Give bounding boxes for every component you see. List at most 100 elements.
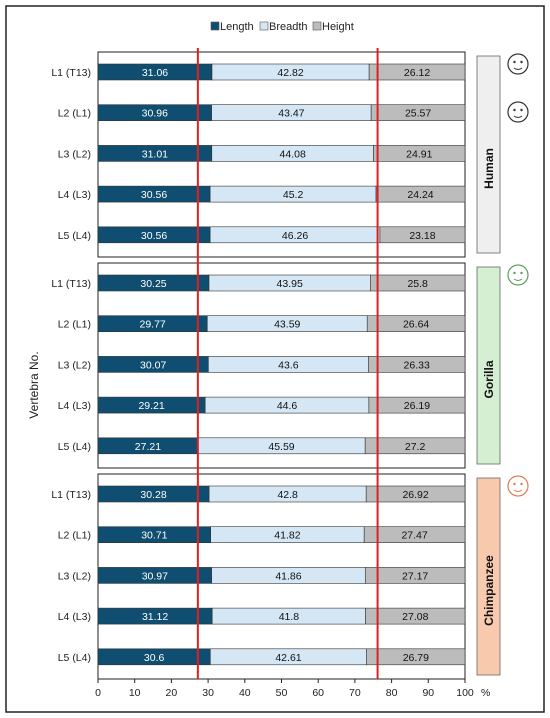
bar-height bbox=[379, 226, 466, 244]
bar-height bbox=[373, 145, 466, 162]
panel-gorilla: Gorilla L1 (T13) 30.25 43.95 25.8 L2 (L1) 29.7… bbox=[51, 262, 529, 469]
bar-row: L2 (L1) 30.71 41.82 27.47 bbox=[58, 526, 466, 544]
x-tick-label: 0 bbox=[95, 687, 101, 699]
data-label-height: 27.08 bbox=[402, 611, 428, 623]
legend-swatch-length bbox=[210, 21, 220, 31]
x-tick-label: 90 bbox=[422, 687, 434, 699]
legend: Length Breadth Height bbox=[210, 21, 354, 33]
bar-height bbox=[368, 356, 466, 373]
data-label-height: 26.12 bbox=[404, 67, 430, 79]
data-label-breadth: 42.61 bbox=[275, 652, 301, 664]
gorilla-face-icon bbox=[507, 264, 529, 286]
legend-label-length: Length bbox=[220, 21, 254, 33]
row-label: L4 (L3) bbox=[58, 400, 91, 412]
bar-height bbox=[370, 104, 466, 121]
bar-height bbox=[366, 315, 466, 333]
x-tick-label: 10 bbox=[129, 687, 141, 699]
data-label-height: 26.92 bbox=[402, 489, 428, 501]
data-label-length: 31.01 bbox=[142, 148, 168, 160]
x-tick-label: 50 bbox=[276, 687, 288, 699]
data-label-breadth: 43.6 bbox=[278, 359, 299, 371]
data-label-breadth: 42.8 bbox=[277, 489, 298, 501]
data-label-height: 26.33 bbox=[404, 359, 430, 371]
data-label-height: 26.19 bbox=[404, 400, 430, 412]
data-label-breadth: 44.6 bbox=[277, 400, 298, 412]
data-label-length: 30.28 bbox=[140, 489, 166, 501]
data-label-length: 30.07 bbox=[140, 359, 166, 371]
bar-row: L4 (L3) 29.21 44.6 26.19 bbox=[58, 396, 466, 414]
bar-row: L3 (L2) 30.07 43.6 26.33 bbox=[58, 356, 466, 373]
data-label-breadth: 44.08 bbox=[280, 148, 306, 160]
x-tick-label: 30 bbox=[202, 687, 214, 699]
data-label-length: 30.71 bbox=[141, 530, 167, 542]
human-face-icon-2 bbox=[507, 101, 529, 123]
data-label-height: 24.24 bbox=[407, 189, 433, 201]
row-label: L1 (T13) bbox=[51, 67, 91, 79]
data-label-length: 31.06 bbox=[142, 67, 168, 79]
group-label-chimpanzee: Chimpanzee bbox=[482, 555, 496, 626]
data-label-height: 26.64 bbox=[403, 319, 429, 331]
row-label: L3 (L2) bbox=[58, 359, 91, 371]
data-label-height: 27.47 bbox=[401, 530, 427, 542]
row-label: L2 (L1) bbox=[58, 319, 91, 331]
data-label-height: 24.91 bbox=[406, 148, 432, 160]
data-label-length: 30.56 bbox=[141, 230, 167, 242]
group-label-box-chimpanzee bbox=[476, 477, 501, 676]
bar-row: L1 (T13) 30.28 42.8 26.92 bbox=[51, 485, 466, 503]
plot-panels: Human L1 (T13) 31.06 42.82 26.12 L2 (L1) 30.96… bbox=[51, 51, 529, 680]
row-label: L2 (L1) bbox=[58, 108, 91, 120]
row-label: L2 (L1) bbox=[58, 530, 91, 542]
legend-label-height: Height bbox=[322, 21, 354, 33]
data-label-height: 27.17 bbox=[402, 570, 428, 582]
data-label-height: 26.79 bbox=[403, 652, 429, 664]
group-label-gorilla: Gorilla bbox=[482, 360, 496, 398]
data-label-height: 25.8 bbox=[407, 278, 428, 290]
data-label-length: 29.21 bbox=[138, 400, 164, 412]
x-tick-label: 70 bbox=[349, 687, 361, 699]
bar-height bbox=[375, 185, 466, 203]
data-label-breadth: 42.82 bbox=[277, 67, 303, 79]
bar-height bbox=[368, 63, 466, 81]
x-tick-label: 40 bbox=[239, 687, 251, 699]
data-label-length: 29.77 bbox=[139, 319, 165, 331]
panel-human: Human L1 (T13) 31.06 42.82 26.12 L2 (L1) 30.96… bbox=[51, 51, 529, 258]
bar-row: L4 (L3) 31.12 41.8 27.08 bbox=[58, 607, 466, 625]
legend-label-breadth: Breadth bbox=[269, 21, 308, 33]
group-label-box-human bbox=[476, 55, 501, 254]
bar-row: L2 (L1) 29.77 43.59 26.64 bbox=[58, 315, 466, 333]
bar-row: L5 (L4) 27.21 45.59 27.2 bbox=[58, 437, 466, 455]
data-label-length: 30.97 bbox=[142, 570, 168, 582]
y-axis-label: Vertebra No. bbox=[27, 351, 41, 418]
bar-height bbox=[365, 607, 466, 625]
legend-swatch-height bbox=[312, 21, 322, 31]
data-label-height: 25.57 bbox=[405, 108, 431, 120]
data-label-length: 30.96 bbox=[142, 108, 168, 120]
row-label: L5 (L4) bbox=[58, 441, 91, 453]
row-label: L1 (T13) bbox=[51, 278, 91, 290]
data-label-length: 30.25 bbox=[140, 278, 166, 290]
row-label: L3 (L2) bbox=[58, 148, 91, 160]
data-label-breadth: 45.59 bbox=[268, 441, 294, 453]
data-label-breadth: 43.59 bbox=[274, 319, 300, 331]
bar-height bbox=[364, 567, 466, 584]
panel-chimpanzee: Chimpanzee L1 (T13) 30.28 42.8 26.92 L2 (L1) 3… bbox=[51, 473, 529, 680]
bar-row: L5 (L4) 30.6 42.61 26.79 bbox=[58, 648, 466, 666]
bar-row: L5 (L4) 30.56 46.26 23.18 bbox=[58, 226, 466, 244]
data-label-length: 30.56 bbox=[141, 189, 167, 201]
data-label-breadth: 41.86 bbox=[275, 570, 301, 582]
row-label: L4 (L3) bbox=[58, 189, 91, 201]
data-label-length: 27.21 bbox=[135, 441, 161, 453]
data-label-breadth: 45.2 bbox=[283, 189, 304, 201]
data-label-breadth: 43.95 bbox=[277, 278, 303, 290]
bar-height bbox=[363, 526, 466, 544]
bar-row: L3 (L2) 31.01 44.08 24.91 bbox=[58, 145, 466, 162]
data-label-length: 30.6 bbox=[144, 652, 165, 664]
data-label-breadth: 46.26 bbox=[282, 230, 308, 242]
bar-row: L3 (L2) 30.97 41.86 27.17 bbox=[58, 567, 466, 584]
chimpanzee-face-icon bbox=[507, 475, 529, 497]
data-label-breadth: 41.82 bbox=[274, 530, 300, 542]
bar-row: L2 (L1) 30.96 43.47 25.57 bbox=[58, 104, 466, 121]
row-label: L1 (T13) bbox=[51, 489, 91, 501]
data-label-length: 31.12 bbox=[142, 611, 168, 623]
